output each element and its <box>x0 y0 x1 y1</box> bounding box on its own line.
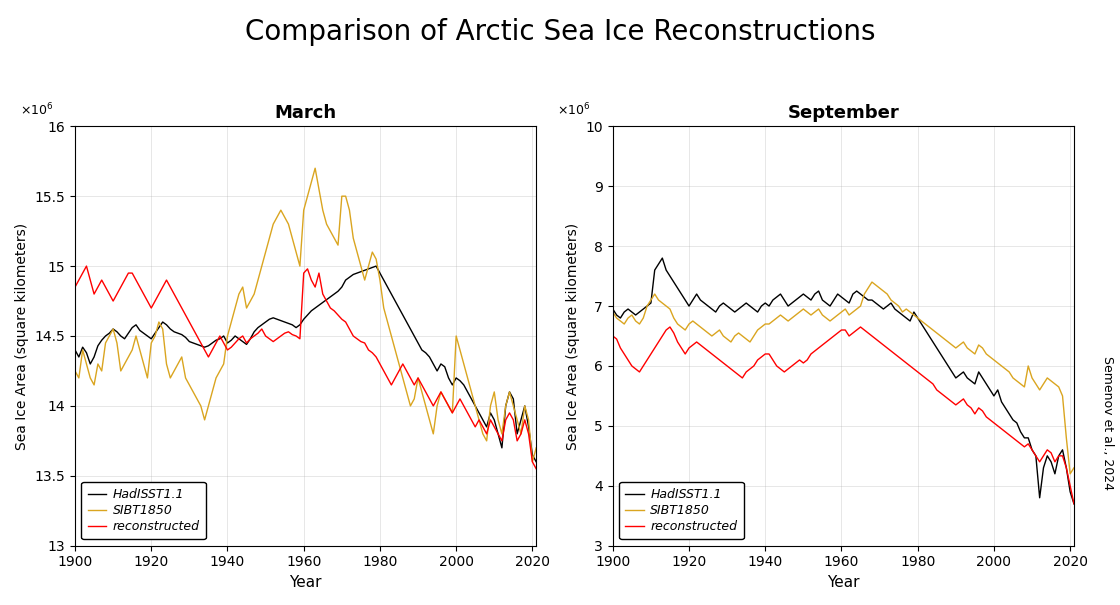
HadISST1.1 <box>362 265 375 272</box>
Line: HadISST1.1: HadISST1.1 <box>613 258 1074 504</box>
HadISST1.1 <box>519 402 532 410</box>
SIBT1850 <box>324 227 337 235</box>
reconstructed <box>1037 452 1051 459</box>
SIBT1850 <box>217 361 231 368</box>
SIBT1850 <box>500 402 513 410</box>
X-axis label: Year: Year <box>828 575 860 590</box>
HadISST1.1 <box>68 346 82 353</box>
SIBT1850 <box>858 290 871 298</box>
HadISST1.1 <box>758 299 772 307</box>
reconstructed <box>758 350 772 358</box>
reconstructed <box>904 362 917 370</box>
Text: Comparison of Arctic Sea Ice Reconstructions: Comparison of Arctic Sea Ice Reconstruct… <box>245 18 875 46</box>
Text: Semenov et al., 2024: Semenov et al., 2024 <box>1101 356 1114 491</box>
Title: September: September <box>787 104 899 122</box>
HadISST1.1 <box>217 332 231 339</box>
SIBT1850 <box>68 367 82 374</box>
reconstructed <box>365 349 379 356</box>
HadISST1.1 <box>320 296 334 303</box>
Title: March: March <box>274 104 337 122</box>
reconstructed <box>1067 500 1081 508</box>
SIBT1850 <box>175 353 188 361</box>
Y-axis label: Sea Ice Area (square kilometers): Sea Ice Area (square kilometers) <box>566 223 580 450</box>
reconstructed <box>861 329 875 336</box>
SIBT1850 <box>519 402 532 410</box>
SIBT1850 <box>365 249 379 256</box>
SIBT1850 <box>525 458 539 465</box>
reconstructed <box>606 332 619 339</box>
reconstructed <box>221 346 234 353</box>
SIBT1850 <box>530 444 543 451</box>
SIBT1850 <box>1063 470 1076 477</box>
HadISST1.1 <box>1056 446 1070 454</box>
reconstructed <box>68 283 82 290</box>
SIBT1850 <box>755 324 768 331</box>
HadISST1.1 <box>1037 464 1051 471</box>
SIBT1850 <box>606 309 619 316</box>
HadISST1.1 <box>370 263 383 270</box>
HadISST1.1 <box>861 296 875 304</box>
SIBT1850 <box>1037 381 1051 388</box>
SIBT1850 <box>712 326 726 333</box>
Line: reconstructed: reconstructed <box>75 266 536 469</box>
HadISST1.1 <box>1067 500 1081 508</box>
reconstructed <box>179 312 193 319</box>
Legend: HadISST1.1, SIBT1850, reconstructed: HadISST1.1, SIBT1850, reconstructed <box>619 482 744 540</box>
Line: HadISST1.1: HadISST1.1 <box>75 266 536 462</box>
Line: SIBT1850: SIBT1850 <box>75 168 536 462</box>
HadISST1.1 <box>717 299 730 307</box>
reconstructed <box>324 304 337 312</box>
Y-axis label: Sea Ice Area (square kilometers): Sea Ice Area (square kilometers) <box>15 223 29 450</box>
SIBT1850 <box>904 309 917 316</box>
reconstructed <box>1056 452 1070 459</box>
reconstructed <box>530 465 543 473</box>
Text: $\times10^6$: $\times10^6$ <box>558 101 591 118</box>
Line: reconstructed: reconstructed <box>613 327 1074 504</box>
Line: SIBT1850: SIBT1850 <box>613 282 1074 474</box>
SIBT1850 <box>1056 392 1070 399</box>
HadISST1.1 <box>606 306 619 313</box>
reconstructed <box>80 263 93 270</box>
Legend: HadISST1.1, SIBT1850, reconstructed: HadISST1.1, SIBT1850, reconstructed <box>82 482 206 540</box>
HadISST1.1 <box>175 331 188 338</box>
HadISST1.1 <box>655 255 669 262</box>
HadISST1.1 <box>904 318 917 325</box>
Text: $\times10^6$: $\times10^6$ <box>20 101 53 118</box>
HadISST1.1 <box>530 458 543 465</box>
reconstructed <box>500 416 513 423</box>
SIBT1850 <box>866 278 879 286</box>
X-axis label: Year: Year <box>289 575 321 590</box>
reconstructed <box>663 324 676 331</box>
HadISST1.1 <box>500 402 513 410</box>
reconstructed <box>717 359 730 367</box>
SIBT1850 <box>308 165 321 172</box>
SIBT1850 <box>1067 464 1081 471</box>
reconstructed <box>519 416 532 423</box>
